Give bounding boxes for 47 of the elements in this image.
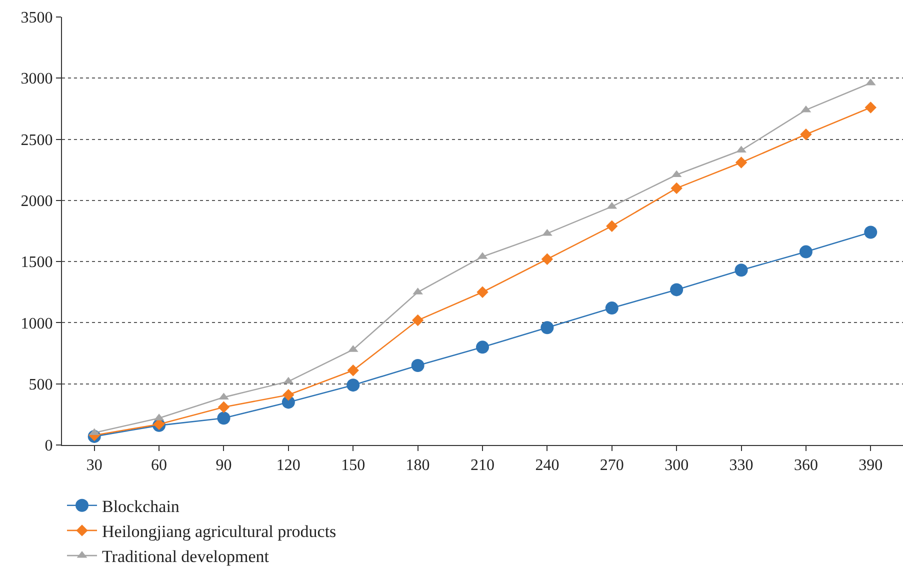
point xyxy=(734,264,748,277)
y-tick-label: 2000 xyxy=(20,193,53,210)
point xyxy=(218,401,230,413)
point xyxy=(412,314,424,326)
x-tick-label: 30 xyxy=(86,457,102,474)
y-tick-label: 500 xyxy=(28,376,53,394)
x-tick-label: 60 xyxy=(151,457,168,474)
x-tick-label: 390 xyxy=(858,457,883,474)
point xyxy=(670,182,682,194)
point xyxy=(476,286,488,298)
x-tick-label: 150 xyxy=(341,457,366,474)
point xyxy=(476,340,489,354)
x-tick-label: 270 xyxy=(600,457,624,474)
x-tick-label: 180 xyxy=(406,457,430,474)
point xyxy=(606,220,618,232)
y-tick-label: 0 xyxy=(44,438,53,455)
y-tick-label: 2500 xyxy=(20,132,53,149)
x-tick-label: 300 xyxy=(664,457,689,474)
point xyxy=(217,412,230,425)
point xyxy=(736,146,746,153)
point xyxy=(800,128,812,140)
x-tick-label: 90 xyxy=(216,457,232,474)
point xyxy=(411,359,424,372)
point xyxy=(670,283,684,296)
x-tick-label: 210 xyxy=(470,457,494,474)
legend-label: Heilongjiang agricultural products xyxy=(102,522,336,542)
point xyxy=(346,378,360,392)
y-tick-label: 1000 xyxy=(20,315,53,332)
point xyxy=(541,253,554,265)
legend-label: Blockchain xyxy=(102,496,180,516)
x-tick-label: 120 xyxy=(276,457,300,474)
x-tick-label: 360 xyxy=(794,457,818,474)
y-tick-label: 3000 xyxy=(20,70,53,88)
point xyxy=(347,364,359,376)
y-tick-label: 1500 xyxy=(20,254,53,272)
legend-label: Traditional development xyxy=(102,547,270,566)
x-tick-label: 240 xyxy=(535,457,560,474)
point xyxy=(799,245,812,258)
point xyxy=(864,226,878,239)
point xyxy=(864,102,876,114)
x-tick-label: 330 xyxy=(729,457,754,474)
point xyxy=(605,302,618,315)
point xyxy=(540,321,554,334)
point xyxy=(735,156,748,168)
y-tick-label: 3500 xyxy=(20,10,53,27)
point xyxy=(218,392,229,400)
point xyxy=(282,389,294,401)
